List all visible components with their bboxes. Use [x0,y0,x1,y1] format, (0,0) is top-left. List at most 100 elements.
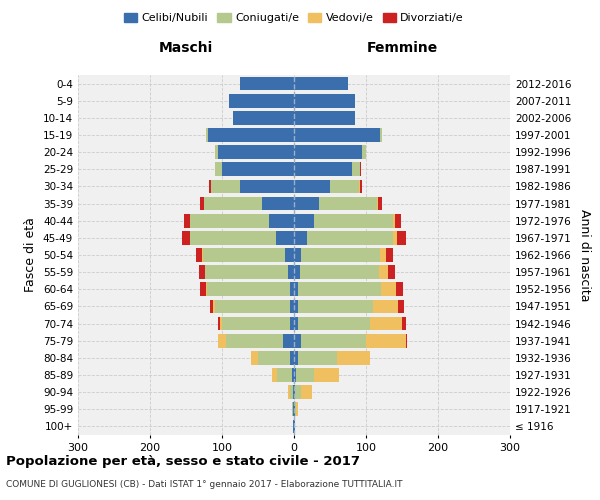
Bar [207,282,290,296]
Bar [386,248,394,262]
Bar [370,316,402,330]
Bar [295,386,301,399]
Bar [298,282,381,296]
Bar [298,300,373,314]
Bar [330,180,359,194]
Bar [240,180,294,194]
Bar [294,402,295,416]
Bar [205,266,288,279]
Bar [182,231,190,244]
Bar [233,111,294,124]
Bar [262,196,294,210]
Bar [294,386,295,399]
Bar [294,231,307,244]
Bar [406,334,407,347]
Bar [294,76,348,90]
Bar [290,386,293,399]
Bar [293,420,294,434]
Bar [394,231,397,244]
Bar [296,402,298,416]
Bar [202,248,203,262]
Bar [288,386,290,399]
Bar [276,231,294,244]
Bar [290,316,294,330]
Bar [398,300,404,314]
Y-axis label: Fasce di età: Fasce di età [25,218,37,292]
Bar [290,282,294,296]
Bar [294,282,298,296]
Bar [200,282,206,296]
Bar [388,266,395,279]
Bar [380,128,382,142]
Bar [294,368,296,382]
Bar [199,266,205,279]
Bar [362,146,366,159]
Bar [283,334,294,347]
Bar [290,300,294,314]
Bar [269,214,294,228]
Bar [208,128,294,142]
Bar [373,300,398,314]
Bar [215,300,290,314]
Bar [209,180,211,194]
Legend: Celibi/Nubili, Coniugati/e, Vedovi/e, Divorziati/e: Celibi/Nubili, Coniugati/e, Vedovi/e, Di… [119,8,469,28]
Bar [196,248,202,262]
Bar [240,76,294,90]
Bar [294,214,314,228]
Bar [184,214,190,228]
Bar [394,214,395,228]
Bar [294,248,301,262]
Bar [294,162,352,176]
Bar [397,231,406,244]
Bar [294,300,298,314]
Bar [293,402,294,416]
Bar [206,282,207,296]
Bar [214,300,215,314]
Bar [337,351,370,364]
Bar [211,180,240,194]
Text: COMUNE DI GUGLIONESI (CB) - Dati ISTAT 1° gennaio 2017 - Elaborazione TUTTITALIA: COMUNE DI GUGLIONESI (CB) - Dati ISTAT 1… [6,480,403,489]
Bar [218,316,220,330]
Text: Popolazione per età, sesso e stato civile - 2017: Popolazione per età, sesso e stato civil… [6,455,360,468]
Bar [301,248,380,262]
Bar [314,214,394,228]
Bar [277,368,292,382]
Bar [366,334,406,347]
Bar [226,334,283,347]
Bar [258,351,290,364]
Bar [292,402,293,416]
Bar [294,316,298,330]
Bar [294,266,300,279]
Bar [286,248,294,262]
Bar [293,386,294,399]
Y-axis label: Anni di nascita: Anni di nascita [578,209,591,301]
Bar [298,316,370,330]
Bar [200,196,204,210]
Bar [190,214,269,228]
Bar [218,146,294,159]
Bar [220,316,222,330]
Bar [307,231,394,244]
Bar [395,214,401,228]
Bar [294,334,301,347]
Bar [377,196,378,210]
Bar [204,196,262,210]
Bar [290,351,294,364]
Text: Maschi: Maschi [159,41,213,55]
Bar [222,316,290,330]
Bar [294,146,362,159]
Text: Femmine: Femmine [367,41,437,55]
Bar [206,128,208,142]
Bar [359,180,362,194]
Bar [294,128,380,142]
Bar [300,266,379,279]
Bar [294,94,355,108]
Bar [222,162,294,176]
Bar [294,180,330,194]
Bar [298,351,337,364]
Bar [379,266,388,279]
Bar [210,300,214,314]
Bar [360,162,361,176]
Bar [294,196,319,210]
Bar [294,111,355,124]
